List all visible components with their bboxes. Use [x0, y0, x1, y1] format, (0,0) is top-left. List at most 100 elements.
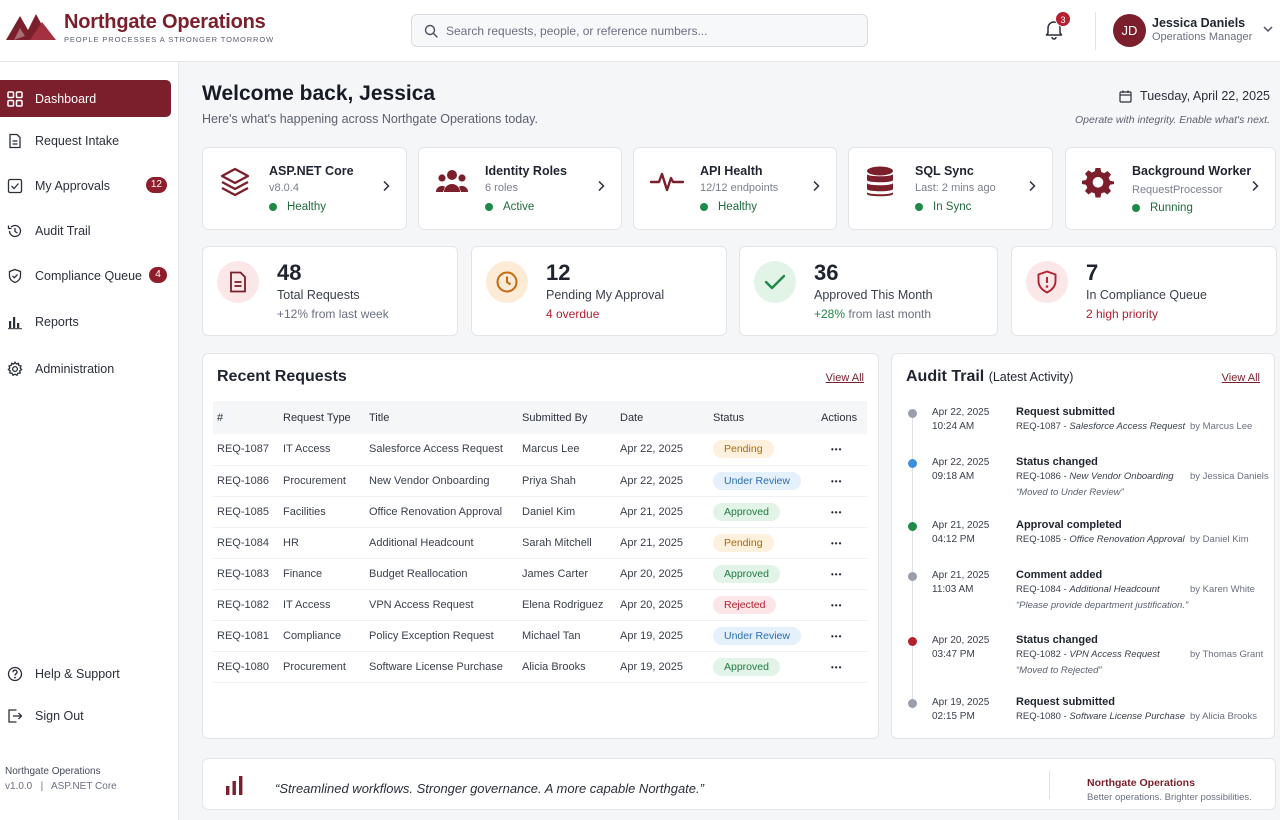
stat-note: +28% from last month [814, 307, 931, 321]
request-title: VPN Access Request [365, 589, 518, 621]
audit-ref-id[interactable]: REQ-1085 [1016, 534, 1061, 545]
audit-reference: REQ-1082 - VPN Access Request [1016, 649, 1160, 660]
submitted-by: Alicia Brooks [518, 651, 616, 683]
sidebar-item-audit-trail[interactable]: Audit Trail [0, 212, 171, 249]
sidebar-footer-org: Northgate Operations [5, 766, 101, 777]
check-square-icon [6, 177, 24, 195]
column-header[interactable]: Request Type [279, 401, 365, 434]
more-actions-icon[interactable]: ••• [831, 476, 843, 486]
status-badge: Approved [713, 657, 780, 676]
audit-ref-id[interactable]: REQ-1086 [1016, 471, 1061, 482]
audit-date: Apr 19, 2025 [932, 697, 990, 708]
sidebar-item-administration[interactable]: Administration [0, 350, 171, 387]
table-row[interactable]: REQ-1087 IT Access Salesforce Access Reque… [213, 434, 867, 466]
calendar-icon [1119, 90, 1132, 103]
view-all-requests-link[interactable]: View All [825, 372, 864, 384]
timeline-dot [908, 522, 917, 531]
chevron-down-icon[interactable] [1262, 24, 1274, 34]
more-actions-icon[interactable]: ••• [831, 538, 843, 548]
notification-count-badge: 3 [1055, 11, 1071, 27]
request-type: IT Access [279, 589, 365, 621]
gear-icon [6, 360, 24, 378]
stat-card-total-requests[interactable]: 48 Total Requests +12% from last week [202, 246, 458, 336]
sign-out-icon [6, 707, 24, 725]
table-row[interactable]: REQ-1086 Procurement New Vendor Onboarding… [213, 465, 867, 497]
stat-note: 2 high priority [1086, 307, 1159, 321]
request-date: Apr 19, 2025 [616, 651, 709, 683]
column-header[interactable]: Status [709, 401, 817, 434]
stat-card-pending-approval[interactable]: 12 Pending My Approval 4 overdue [471, 246, 727, 336]
table-row[interactable]: REQ-1083 Finance Budget Reallocation James … [213, 558, 867, 590]
brand-tagline: PEOPLE PROCESSES A STRONGER TOMORROW [64, 35, 275, 44]
more-actions-icon[interactable]: ••• [831, 600, 843, 610]
table-header-row: # Request Type Title Submitted By Date S… [213, 401, 867, 434]
request-id: REQ-1081 [213, 620, 279, 652]
stat-card-approved-month[interactable]: 36 Approved This Month +28% from last mo… [739, 246, 998, 336]
sidebar-item-help-support[interactable]: Help & Support [0, 655, 171, 692]
column-header[interactable]: # [213, 401, 279, 434]
grid-icon [6, 90, 24, 108]
submitted-by: Michael Tan [518, 620, 616, 652]
status-badge: In Sync [915, 201, 971, 213]
status-cell: Pending [709, 434, 817, 466]
bar-chart-icon [226, 776, 243, 795]
brand-logo[interactable]: Northgate Operations PEOPLE PROCESSES A … [6, 10, 274, 44]
stat-card-compliance-queue[interactable]: 7 In Compliance Queue 2 high priority [1011, 246, 1277, 336]
status-cell: Under Review [709, 620, 817, 652]
column-header[interactable]: Submitted By [518, 401, 616, 434]
audit-ref-id[interactable]: REQ-1082 [1016, 649, 1061, 660]
search-input[interactable] [446, 23, 846, 38]
user-name[interactable]: Jessica Daniels [1152, 16, 1246, 30]
request-type: IT Access [279, 434, 365, 466]
service-card-background-worker[interactable]: Background Worker RequestProcessor Runni… [1065, 147, 1276, 230]
service-card-identity-roles[interactable]: Identity Roles 6 roles Active [418, 147, 622, 230]
actions-cell: ••• [817, 465, 867, 497]
table-row[interactable]: REQ-1082 IT Access VPN Access Request Elena… [213, 589, 867, 621]
service-card-api-health[interactable]: API Health 12/12 endpoints Healthy [633, 147, 837, 230]
sidebar-item-compliance-queue[interactable]: Compliance Queue 4 [0, 257, 171, 294]
avatar[interactable]: JD [1113, 14, 1146, 47]
more-actions-icon[interactable]: ••• [831, 445, 843, 455]
column-header[interactable]: Date [616, 401, 709, 434]
timeline-dot [908, 572, 917, 581]
audit-date: Apr 22, 2025 [932, 407, 990, 418]
table-row[interactable]: REQ-1081 Compliance Policy Exception Reque… [213, 620, 867, 652]
notifications-button[interactable]: 3 [1043, 11, 1071, 42]
sidebar-item-label: Compliance Queue [35, 268, 143, 283]
more-actions-icon[interactable]: ••• [831, 631, 843, 641]
audit-time: 10:24 AM [932, 421, 975, 432]
table-row[interactable]: REQ-1085 Facilities Office Renovation Appr… [213, 496, 867, 528]
status-cell: Approved [709, 651, 817, 683]
request-type: Compliance [279, 620, 365, 652]
service-card-sql-sync[interactable]: SQL Sync Last: 2 mins ago In Sync [848, 147, 1053, 230]
motto-text: Operate with integrity. Enable what's ne… [1075, 114, 1270, 126]
more-actions-icon[interactable]: ••• [831, 507, 843, 517]
request-date: Apr 21, 2025 [616, 527, 709, 559]
column-header[interactable]: Title [365, 401, 518, 434]
status-badge: Active [485, 201, 534, 213]
status-badge: Under Review [713, 626, 801, 645]
sidebar-item-dashboard[interactable]: Dashboard [0, 80, 171, 117]
more-actions-icon[interactable]: ••• [831, 662, 843, 672]
request-id: REQ-1082 [213, 589, 279, 621]
audit-actor: by Alicia Brooks [1190, 711, 1258, 722]
sidebar-item-reports[interactable]: Reports [0, 303, 171, 340]
sidebar-item-request-intake[interactable]: Request Intake [0, 122, 171, 159]
sidebar-item-my-approvals[interactable]: My Approvals 12 [0, 167, 171, 204]
audit-ref-id[interactable]: REQ-1080 [1016, 711, 1061, 722]
table-row[interactable]: REQ-1084 HR Additional Headcount Sarah Mitc… [213, 527, 867, 559]
search-bar[interactable] [411, 14, 868, 47]
status-badge: Approved [713, 564, 780, 583]
audit-title: Approval completed [1016, 519, 1122, 531]
audit-actor: by Jessica Daniels [1190, 471, 1269, 482]
more-actions-icon[interactable]: ••• [831, 569, 843, 579]
view-all-audit-link[interactable]: View All [1221, 372, 1260, 384]
request-type: HR [279, 527, 365, 559]
shield-alert-icon [1026, 261, 1068, 303]
service-card-aspnet-core[interactable]: ASP.NET Core v8.0.4 Healthy [202, 147, 407, 230]
table-row[interactable]: REQ-1080 Procurement Software License Purc… [213, 651, 867, 683]
sidebar-item-sign-out[interactable]: Sign Out [0, 697, 171, 734]
status-badge: Running [1132, 202, 1193, 214]
audit-ref-id[interactable]: REQ-1084 [1016, 584, 1061, 595]
audit-ref-id[interactable]: REQ-1087 [1016, 421, 1061, 432]
